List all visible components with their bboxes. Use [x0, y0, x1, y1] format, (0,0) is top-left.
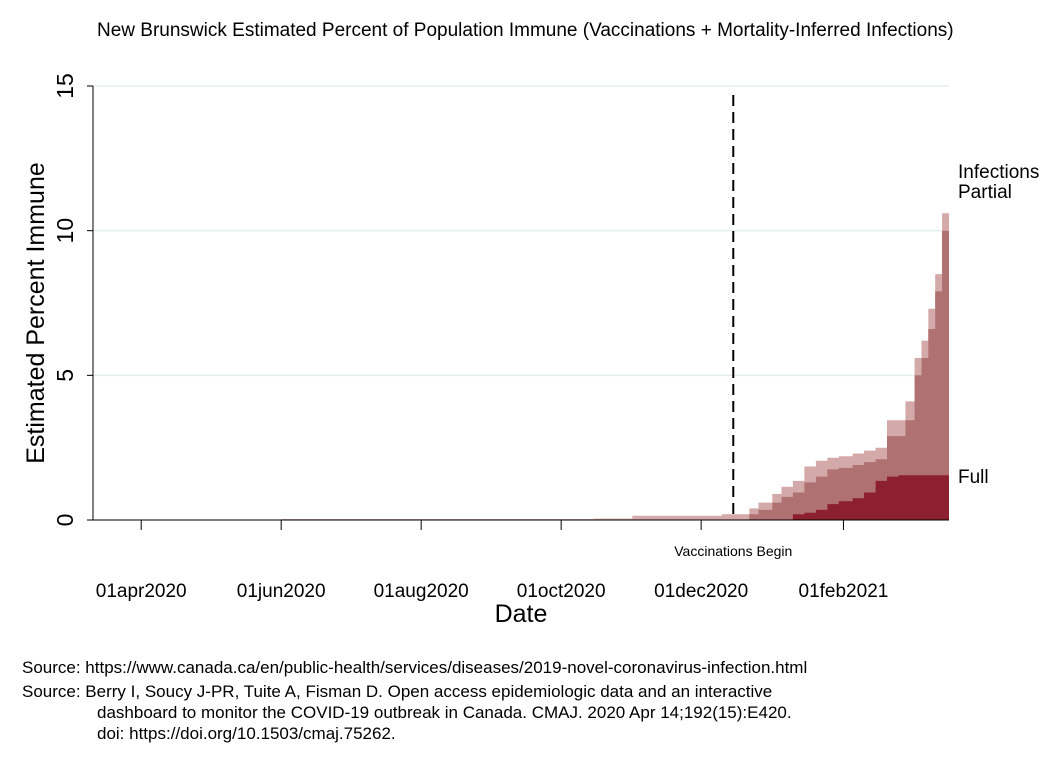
source-line-4: doi: https://doi.org/10.1503/cmaj.75262.: [97, 724, 396, 743]
source-line-3: dashboard to monitor the COVID-19 outbre…: [97, 703, 792, 722]
x-tick-label: 01dec2020: [654, 581, 748, 602]
series-area-infections: [93, 167, 949, 520]
vaccination-start-label: Vaccinations Begin: [674, 543, 792, 559]
series-area-full: [781, 475, 949, 520]
chart-title: New Brunswick Estimated Percent of Popul…: [97, 20, 954, 41]
x-tick-label: 01apr2020: [96, 581, 187, 602]
x-axis-title: Date: [495, 600, 548, 628]
x-tick-label: 01oct2020: [517, 581, 606, 602]
x-tick-label: 01aug2020: [374, 581, 469, 602]
source-line-2: Source: Berry I, Soucy J-PR, Tuite A, Fi…: [22, 682, 773, 701]
series-label-infections: Infections: [958, 162, 1039, 183]
y-tick-label: 0: [52, 514, 78, 527]
y-tick-label: 5: [52, 369, 78, 382]
y-axis-title: Estimated Percent Immune: [22, 162, 50, 464]
series-label-full: Full: [958, 467, 989, 488]
series-label-partial: Partial: [958, 182, 1012, 203]
series-area-partial: [733, 190, 949, 520]
x-tick-label: 01jun2020: [237, 581, 326, 602]
y-tick-label: 15: [52, 73, 78, 99]
source-line-1: Source: https://www.canada.ca/en/public-…: [22, 658, 808, 677]
y-tick-label: 10: [52, 218, 78, 244]
x-tick-label: 01feb2021: [799, 581, 889, 602]
